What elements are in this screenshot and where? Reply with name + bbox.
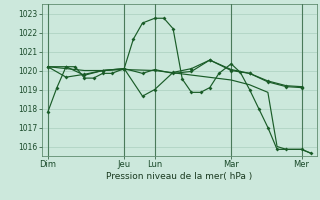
- X-axis label: Pression niveau de la mer( hPa ): Pression niveau de la mer( hPa ): [106, 172, 252, 181]
